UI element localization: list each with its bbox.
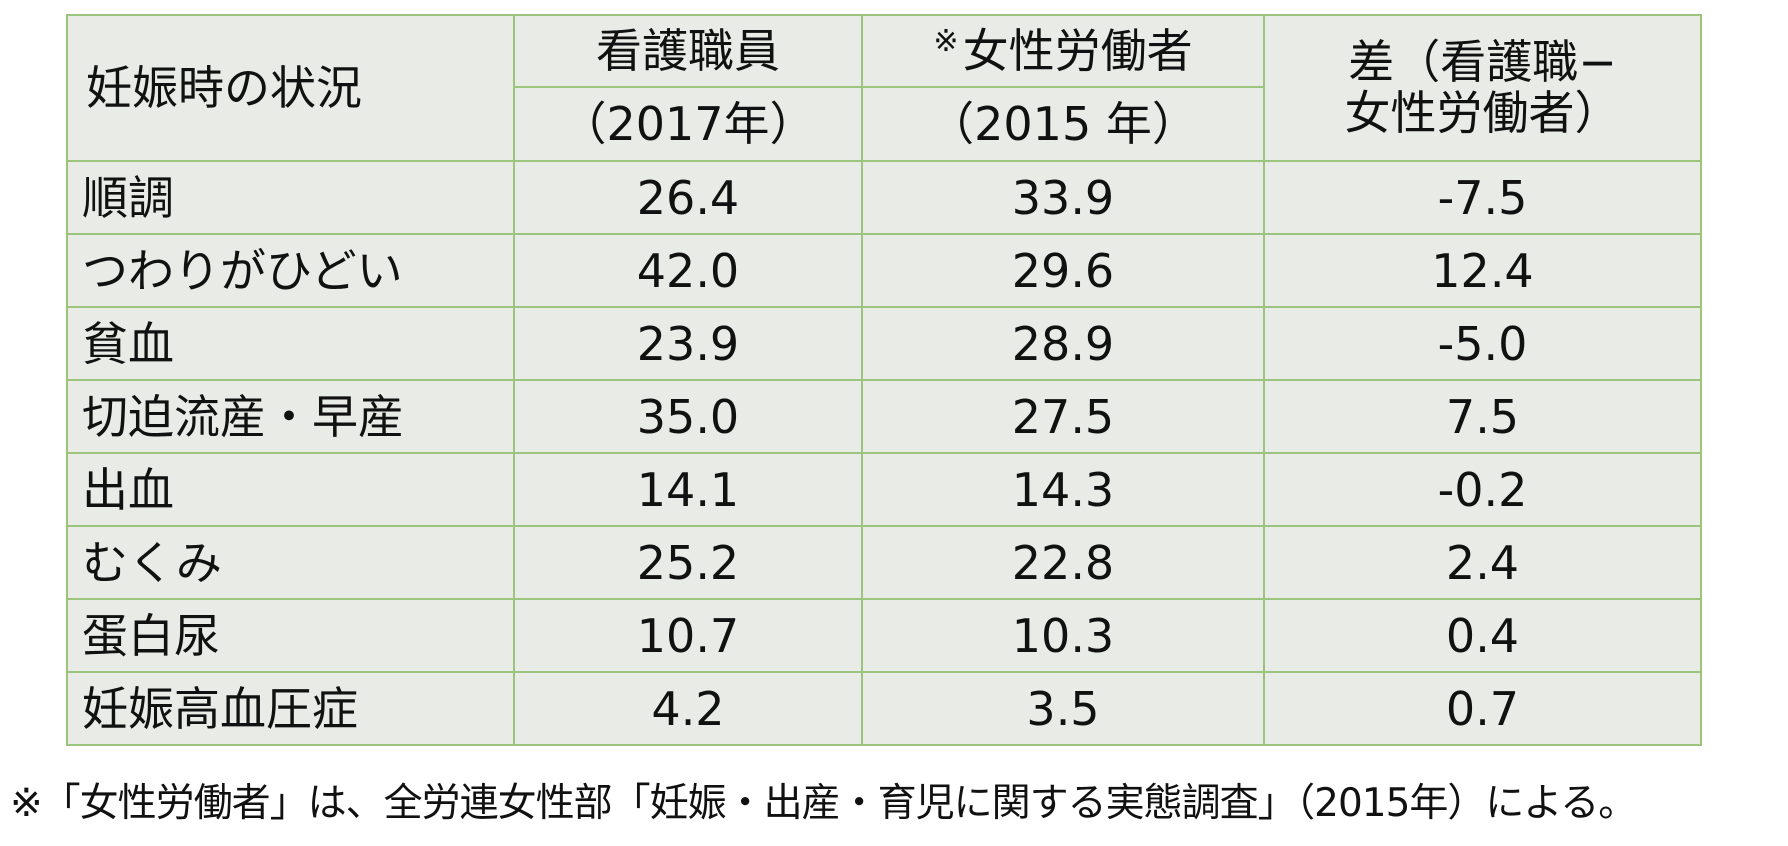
header-row-bottom: （2017年） （2015 年） [67, 86, 1701, 162]
women-value-cell: 33.9 [861, 160, 1265, 235]
row-label-cell: 順調 [66, 160, 515, 235]
difference-value-cell: -0.2 [1263, 452, 1702, 527]
women-value-cell: 28.9 [861, 306, 1265, 381]
table-row: むくみ 25.2 22.8 2.4 [66, 525, 1702, 600]
nurses-value-cell: 10.7 [513, 598, 863, 673]
pregnancy-conditions-table-container: 妊娠時の状況 看護職員 ※女性労働者 差（看護職− 女性労働者） （2017年）… [66, 14, 1702, 746]
header-situation: 妊娠時の状況 [66, 14, 515, 162]
header-nurses-year: （2017年） [513, 86, 863, 162]
difference-value-cell: 12.4 [1263, 233, 1702, 308]
nurses-value-cell: 14.1 [513, 452, 863, 527]
women-value-cell: 3.5 [861, 671, 1265, 746]
row-label-cell: 切迫流産・早産 [66, 379, 515, 454]
header-nurses-name: 看護職員 [513, 14, 863, 88]
table-row: 出血 14.1 14.3 -0.2 [66, 452, 1702, 527]
footnote-mark: ※ [933, 24, 959, 60]
pregnancy-conditions-table: 妊娠時の状況 看護職員 ※女性労働者 差（看護職− 女性労働者） （2017年）… [66, 14, 1702, 746]
difference-value-cell: 7.5 [1263, 379, 1702, 454]
row-label-cell: 妊娠高血圧症 [66, 671, 515, 746]
difference-value-cell: 2.4 [1263, 525, 1702, 600]
difference-value-cell: 0.4 [1263, 598, 1702, 673]
women-value-cell: 29.6 [861, 233, 1265, 308]
nurses-value-cell: 23.9 [513, 306, 863, 381]
row-label-cell: むくみ [66, 525, 515, 600]
row-label-cell: 貧血 [66, 306, 515, 381]
nurses-value-cell: 4.2 [513, 671, 863, 746]
difference-value-cell: -7.5 [1263, 160, 1702, 235]
row-label-cell: 蛋白尿 [66, 598, 515, 673]
header-difference-line2: 女性労働者） [1344, 86, 1621, 140]
table-row: 貧血 23.9 28.9 -5.0 [66, 306, 1702, 381]
nurses-value-cell: 42.0 [513, 233, 863, 308]
women-value-cell: 27.5 [861, 379, 1265, 454]
row-label-cell: 出血 [66, 452, 515, 527]
nurses-value-cell: 25.2 [513, 525, 863, 600]
table-row: 切迫流産・早産 35.0 27.5 7.5 [66, 379, 1702, 454]
women-value-cell: 14.3 [861, 452, 1265, 527]
table-row: 蛋白尿 10.7 10.3 0.4 [66, 598, 1702, 673]
difference-value-cell: -5.0 [1263, 306, 1702, 381]
row-label-cell: つわりがひどい [66, 233, 515, 308]
header-women-year: （2015 年） [861, 86, 1265, 162]
table-row: 妊娠高血圧症 4.2 3.5 0.7 [66, 671, 1702, 746]
header-difference: 差（看護職− 女性労働者） [1263, 14, 1702, 162]
nurses-value-cell: 35.0 [513, 379, 863, 454]
footnote: ※「女性労働者」は、全労連女性部「妊娠・出産・育児に関する実態調査」（2015年… [10, 781, 1637, 826]
women-value-cell: 22.8 [861, 525, 1265, 600]
header-row-top: 妊娠時の状況 看護職員 ※女性労働者 差（看護職− 女性労働者） [66, 14, 1702, 162]
header-women-name-text: 女性労働者 [962, 24, 1193, 79]
table-body: 順調 26.4 33.9 -7.5 つわりがひどい 42.0 29.6 12.4 貧血 23.9 2… [66, 160, 1702, 746]
nurses-value-cell: 26.4 [513, 160, 863, 235]
header-difference-line1: 差（看護職− [1348, 35, 1617, 90]
women-value-cell: 10.3 [861, 598, 1265, 673]
difference-value-cell: 0.7 [1263, 671, 1702, 746]
table-row: 順調 26.4 33.9 -7.5 [66, 160, 1702, 235]
header-women-name: ※女性労働者 [861, 14, 1265, 88]
table-row: つわりがひどい 42.0 29.6 12.4 [66, 233, 1702, 308]
